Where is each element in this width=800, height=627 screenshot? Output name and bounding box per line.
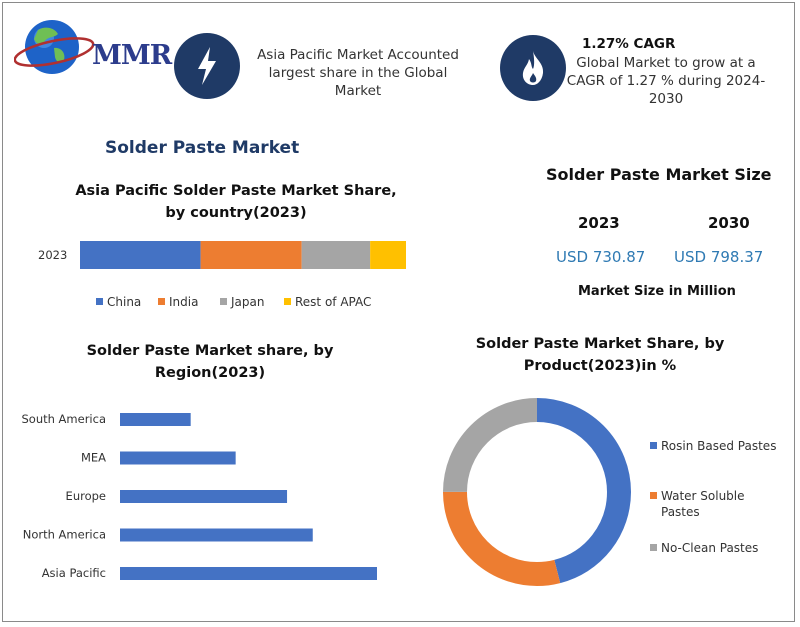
logo-text: MMR [92, 40, 172, 71]
region-label-south-america: South America [21, 412, 106, 426]
donut-legend-swatch-water-soluble-pastes [650, 492, 657, 499]
stack-segment-china [80, 241, 201, 269]
lightning-icon [198, 47, 216, 85]
country-chart-title: Asia Pacific Solder Paste Market Share, … [75, 183, 397, 221]
stack-segment-rest-of-apac [370, 241, 406, 269]
region-chart-title: Solder Paste Market share, by Region(202… [86, 343, 334, 381]
cagr-badge [500, 35, 566, 101]
donut-slice-water-soluble-pastes [443, 398, 631, 586]
country-share-chart: 2023 China India Japan Rest of APAC [38, 241, 406, 309]
product-share-chart: Rosin Based Pastes Water Soluble Pastes No-… [443, 398, 776, 586]
stack-segment-japan [301, 241, 371, 269]
region-label-asia-pacific: Asia Pacific [42, 566, 106, 580]
legend-swatch-japan [220, 298, 227, 305]
product-chart-title: Solder Paste Market Share, by Product(20… [475, 336, 725, 374]
region-share-chart: South America MEA Europe North America Asia … [21, 412, 377, 580]
size-value-2023: USD 730.87 [556, 248, 646, 266]
region-label-north-america: North America [23, 528, 106, 542]
donut-legend-label-no-clean-pastes: No-Clean Pastes [661, 541, 758, 555]
region-bar-europe [120, 490, 288, 503]
legend-label-japan: Japan [230, 295, 264, 309]
flame-icon [522, 51, 544, 85]
legend-swatch-india [158, 298, 165, 305]
region-label-europe: Europe [66, 489, 106, 503]
region-bar-north-america [120, 528, 313, 542]
region-bar-south-america [120, 413, 191, 426]
cagr-text: Global Market to grow at a CAGR of 1.27 … [566, 55, 766, 107]
legend-swatch-china [96, 298, 103, 305]
stack-segment-india [200, 241, 302, 269]
donut-legend-label-rosin-based-pastes: Rosin Based Pastes [661, 439, 776, 453]
size-year-2030: 2030 [708, 214, 750, 232]
region-bar-mea [120, 451, 236, 465]
legend-label-india: India [169, 295, 198, 309]
donut-legend-swatch-rosin-based-pastes [650, 442, 657, 449]
donut-legend-label-water-soluble-pastes: Water Soluble Pastes [661, 489, 745, 519]
donut-slice-rosin-based-pastes [443, 398, 631, 586]
donut-legend-swatch-no-clean-pastes [650, 544, 657, 551]
cagr-title: 1.27% CAGR [582, 36, 676, 52]
legend-label-china: China [107, 295, 141, 309]
highlight-text: Asia Pacific Market Accounted largest sh… [257, 47, 459, 99]
size-value-2030: USD 798.37 [674, 248, 764, 266]
legend-swatch-rest-of-apac [284, 298, 291, 305]
size-unit-label: Market Size in Million [578, 284, 736, 299]
size-year-2023: 2023 [578, 214, 620, 232]
region-bar-asia-pacific [120, 567, 377, 580]
highlight-badge [174, 33, 240, 99]
region-label-mea: MEA [81, 451, 106, 465]
legend-label-rest-of-apac: Rest of APAC [295, 295, 371, 309]
globe-logo-icon [14, 20, 95, 74]
main-title: Solder Paste Market [105, 138, 300, 158]
stack-category-label: 2023 [38, 248, 67, 262]
market-size-title: Solder Paste Market Size [546, 165, 772, 184]
